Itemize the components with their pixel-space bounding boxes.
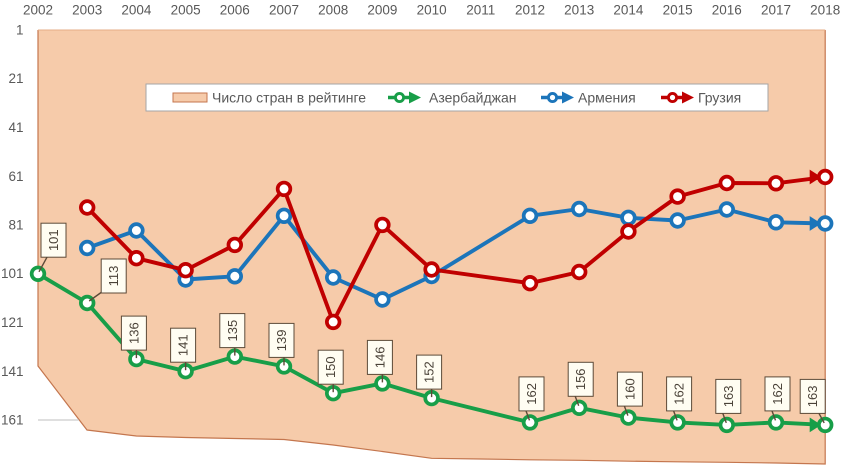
- svg-text:139: 139: [274, 330, 289, 352]
- svg-text:1: 1: [16, 23, 24, 38]
- svg-text:2002: 2002: [23, 2, 53, 17]
- svg-text:2017: 2017: [761, 2, 791, 17]
- svg-text:2007: 2007: [269, 2, 299, 17]
- svg-text:2004: 2004: [121, 2, 152, 17]
- svg-text:162: 162: [770, 383, 785, 405]
- svg-text:121: 121: [1, 315, 24, 330]
- svg-text:21: 21: [8, 71, 23, 86]
- svg-text:2009: 2009: [367, 2, 397, 17]
- svg-text:163: 163: [805, 386, 820, 408]
- svg-text:141: 141: [1, 364, 24, 379]
- svg-text:150: 150: [323, 356, 338, 378]
- svg-text:2006: 2006: [220, 2, 250, 17]
- svg-text:Азербайджан: Азербайджан: [429, 90, 517, 106]
- svg-text:101: 101: [46, 229, 61, 251]
- svg-text:135: 135: [225, 320, 240, 342]
- svg-text:2003: 2003: [72, 2, 102, 17]
- svg-text:2005: 2005: [171, 2, 201, 17]
- svg-text:141: 141: [176, 334, 191, 356]
- svg-text:101: 101: [1, 266, 24, 281]
- svg-text:2008: 2008: [318, 2, 348, 17]
- svg-text:2015: 2015: [663, 2, 693, 17]
- svg-text:163: 163: [721, 386, 736, 408]
- svg-text:2014: 2014: [613, 2, 644, 17]
- svg-text:136: 136: [126, 322, 141, 344]
- svg-text:2013: 2013: [564, 2, 594, 17]
- svg-text:152: 152: [422, 361, 437, 383]
- svg-text:156: 156: [573, 368, 588, 390]
- svg-text:2010: 2010: [417, 2, 447, 17]
- svg-text:41: 41: [8, 120, 23, 135]
- svg-text:113: 113: [106, 266, 121, 287]
- svg-text:161: 161: [1, 413, 24, 428]
- svg-text:162: 162: [524, 383, 539, 405]
- svg-text:Грузия: Грузия: [698, 90, 741, 106]
- svg-text:Число стран в рейтинге: Число стран в рейтинге: [212, 90, 366, 106]
- svg-text:61: 61: [8, 169, 23, 184]
- svg-text:146: 146: [372, 347, 387, 369]
- svg-text:2012: 2012: [515, 2, 545, 17]
- svg-text:2016: 2016: [712, 2, 742, 17]
- svg-text:160: 160: [622, 378, 637, 400]
- svg-text:Армения: Армения: [578, 90, 636, 106]
- svg-text:2011: 2011: [466, 2, 495, 17]
- svg-text:2018: 2018: [810, 2, 840, 17]
- svg-text:81: 81: [8, 218, 23, 233]
- svg-text:162: 162: [672, 383, 687, 405]
